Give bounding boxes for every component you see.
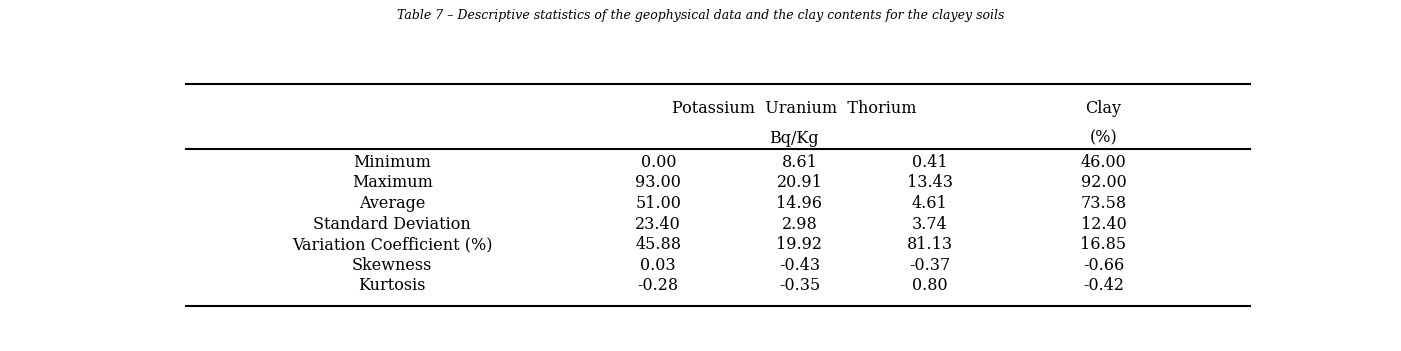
- Text: 12.40: 12.40: [1080, 216, 1126, 232]
- Text: 8.61: 8.61: [782, 154, 817, 171]
- Text: 51.00: 51.00: [636, 195, 681, 212]
- Text: 16.85: 16.85: [1080, 236, 1126, 253]
- Text: 81.13: 81.13: [906, 236, 953, 253]
- Text: 23.40: 23.40: [636, 216, 681, 232]
- Text: -0.35: -0.35: [779, 277, 820, 294]
- Text: Table 7 – Descriptive statistics of the geophysical data and the clay contents f: Table 7 – Descriptive statistics of the …: [396, 9, 1005, 22]
- Text: Maximum: Maximum: [352, 174, 433, 191]
- Text: Minimum: Minimum: [353, 154, 432, 171]
- Text: Skewness: Skewness: [352, 257, 433, 273]
- Text: Kurtosis: Kurtosis: [359, 277, 426, 294]
- Text: (%): (%): [1090, 130, 1118, 147]
- Text: 3.74: 3.74: [912, 216, 947, 232]
- Text: 45.88: 45.88: [635, 236, 681, 253]
- Text: -0.66: -0.66: [1083, 257, 1124, 273]
- Text: -0.28: -0.28: [637, 277, 679, 294]
- Text: 4.61: 4.61: [912, 195, 947, 212]
- Text: Bq/Kg: Bq/Kg: [769, 130, 818, 147]
- Text: 14.96: 14.96: [776, 195, 822, 212]
- Text: 93.00: 93.00: [636, 174, 681, 191]
- Text: 20.91: 20.91: [776, 174, 822, 191]
- Text: -0.43: -0.43: [779, 257, 820, 273]
- Text: Clay: Clay: [1086, 100, 1121, 117]
- Text: Potassium  Uranium  Thorium: Potassium Uranium Thorium: [671, 100, 916, 117]
- Text: 13.43: 13.43: [906, 174, 953, 191]
- Text: 0.00: 0.00: [640, 154, 677, 171]
- Text: -0.42: -0.42: [1083, 277, 1124, 294]
- Text: 92.00: 92.00: [1080, 174, 1126, 191]
- Text: 2.98: 2.98: [782, 216, 817, 232]
- Text: Variation Coefficient (%): Variation Coefficient (%): [291, 236, 493, 253]
- Text: 73.58: 73.58: [1080, 195, 1126, 212]
- Text: 0.03: 0.03: [640, 257, 677, 273]
- Text: -0.37: -0.37: [909, 257, 950, 273]
- Text: 0.41: 0.41: [912, 154, 947, 171]
- Text: Average: Average: [359, 195, 426, 212]
- Text: 46.00: 46.00: [1080, 154, 1126, 171]
- Text: 19.92: 19.92: [776, 236, 822, 253]
- Text: Standard Deviation: Standard Deviation: [314, 216, 471, 232]
- Text: 0.80: 0.80: [912, 277, 947, 294]
